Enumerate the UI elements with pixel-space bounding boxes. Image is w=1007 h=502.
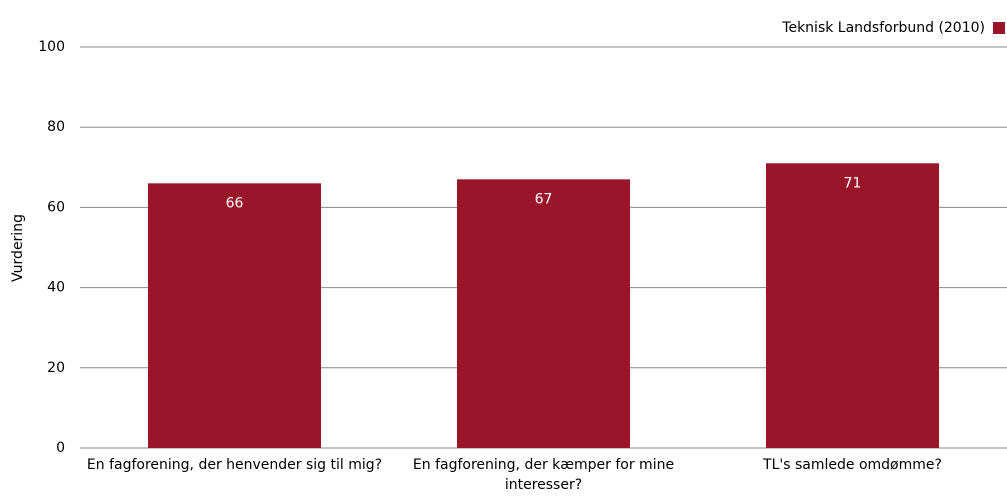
y-tick-label: 40 bbox=[47, 280, 65, 296]
bar bbox=[765, 163, 940, 449]
x-tick-label: En fagforening, der henvender sig til mi… bbox=[86, 457, 383, 473]
y-tick-label: 60 bbox=[47, 199, 65, 215]
value-label: 71 bbox=[844, 175, 862, 191]
bar bbox=[456, 179, 631, 448]
y-tick-label: 100 bbox=[38, 39, 65, 55]
y-tick-label: 80 bbox=[47, 119, 65, 135]
value-label: 67 bbox=[535, 191, 553, 207]
y-axis-label: Vurdering bbox=[10, 214, 26, 282]
y-tick-label: 20 bbox=[47, 360, 65, 376]
legend-swatch bbox=[993, 22, 1005, 34]
x-tick-label: En fagforening, der kæmper for mine inte… bbox=[412, 457, 675, 493]
legend-label: Teknisk Landsforbund (2010) bbox=[781, 20, 985, 36]
y-tick-label: 0 bbox=[56, 440, 65, 456]
value-label: 66 bbox=[226, 195, 244, 211]
x-tick-label: TL's samlede omdømme? bbox=[763, 457, 942, 473]
bar bbox=[147, 183, 322, 448]
